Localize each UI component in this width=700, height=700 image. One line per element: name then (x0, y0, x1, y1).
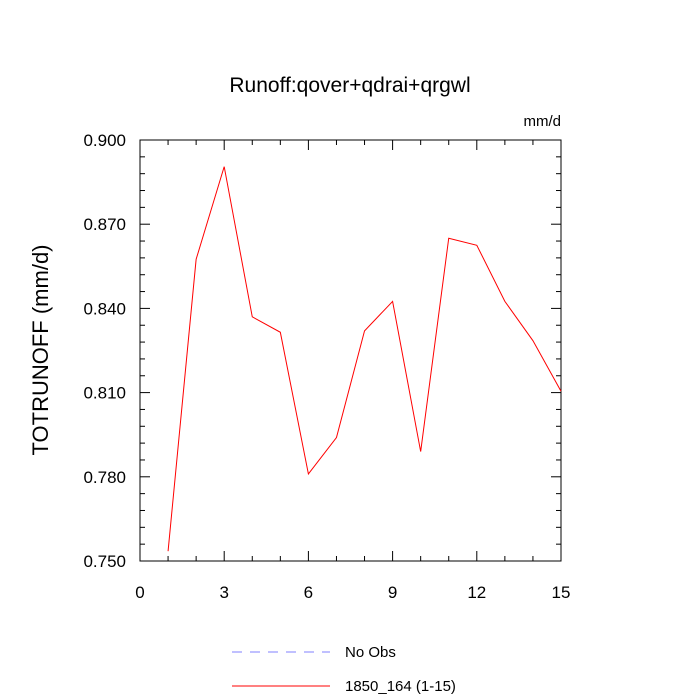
y-axis-label: TOTRUNOFF (mm/d) (28, 244, 53, 455)
axis-ticks (139, 139, 562, 562)
y-tick-label: 0.840 (83, 299, 126, 318)
x-tick-label: 15 (552, 583, 571, 602)
legend-label: No Obs (345, 644, 396, 661)
units-label: mm/d (524, 113, 562, 130)
x-tick-label: 12 (467, 583, 486, 602)
series-line (167, 166, 562, 552)
x-tick-label: 6 (304, 583, 313, 602)
x-tick-label: 9 (388, 583, 397, 602)
y-tick-label: 0.780 (83, 468, 126, 487)
x-tick-label: 0 (135, 583, 144, 602)
y-tick-labels: 0.750 0.780 0.810 0.840 0.870 0.900 (83, 131, 126, 571)
legend-label: 1850_164 (1-15) (345, 678, 456, 695)
plot-frame (139, 139, 562, 562)
x-tick-label: 3 (219, 583, 228, 602)
y-tick-label: 0.870 (83, 215, 126, 234)
y-tick-label: 0.750 (83, 552, 126, 571)
chart-title: Runoff:qover+qdrai+qrgwl (229, 74, 470, 97)
series-lines (167, 166, 562, 552)
legend: No Obs 1850_164 (1-15) (232, 644, 456, 695)
x-tick-labels: 0 3 6 9 12 15 (135, 583, 570, 602)
y-tick-label: 0.900 (83, 131, 126, 150)
y-tick-label: 0.810 (83, 384, 126, 403)
